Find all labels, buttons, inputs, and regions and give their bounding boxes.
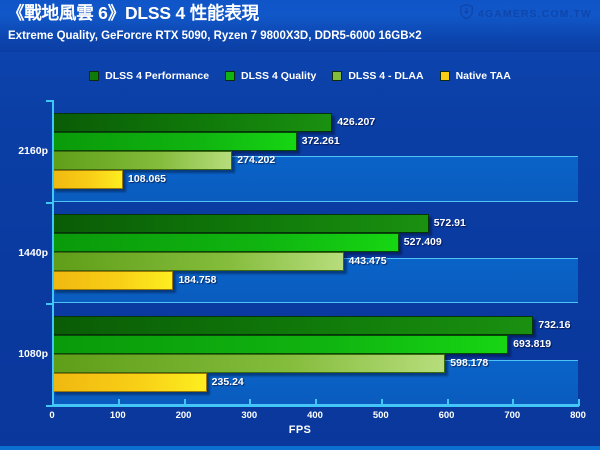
plot-area: 426.207 372.261 274.202 108.065 572.91 527.40… — [52, 100, 578, 405]
chart-header: 《戰地風雲 6》DLSS 4 性能表現 Extreme Quality, GeF… — [0, 0, 600, 52]
legend-label: Native TAA — [455, 70, 511, 82]
bar-row: 184.758 — [52, 271, 578, 291]
bar-1080p-0[interactable] — [52, 316, 534, 336]
shield-icon — [460, 3, 473, 24]
y-category-label-2160p: 2160p — [18, 144, 48, 157]
bar-1440p-0[interactable] — [52, 214, 429, 234]
x-tick-label: 700 — [504, 410, 521, 421]
bar-1440p-1[interactable] — [52, 233, 399, 253]
bar-row: 108.065 — [52, 169, 578, 189]
legend-item-0[interactable]: DLSS 4 Performance — [89, 70, 209, 82]
bar-row: 274.202 — [52, 150, 578, 170]
page-title: 《戰地風雲 6》DLSS 4 性能表現 — [7, 3, 259, 23]
bar-value-label: 274.202 — [237, 153, 276, 166]
bar-1080p-3[interactable] — [52, 373, 207, 393]
legend-label: DLSS 4 - DLAA — [348, 70, 424, 82]
x-tick — [315, 399, 317, 406]
bar-2160p-2[interactable] — [52, 150, 233, 170]
bar-row: 527.409 — [52, 233, 578, 253]
x-tick-label: 800 — [570, 410, 586, 421]
legend-swatch-icon — [225, 71, 236, 81]
bar-1440p-2[interactable] — [52, 252, 344, 272]
bar-value-label: 443.475 — [348, 255, 387, 268]
bar-group-1440p: 572.91 527.409 443.475 184.758 — [52, 202, 578, 304]
bar-value-label: 235.24 — [211, 376, 244, 389]
legend-item-1[interactable]: DLSS 4 Quality — [225, 70, 316, 82]
bar-1440p-3[interactable] — [52, 271, 174, 291]
x-tick — [117, 399, 120, 406]
bar-value-label: 693.819 — [513, 338, 552, 351]
y-axis-line — [52, 100, 54, 406]
legend-label: DLSS 4 Quality — [241, 70, 317, 82]
legend-swatch-icon — [89, 71, 100, 81]
x-tick — [578, 399, 580, 406]
bar-value-label: 572.91 — [433, 217, 466, 230]
bar-value-label: 527.409 — [403, 236, 442, 249]
x-tick — [249, 399, 252, 406]
y-tick — [46, 303, 54, 306]
bar-value-label: 732.16 — [538, 319, 571, 332]
watermark: 4GAMERS.COM.TW — [460, 3, 592, 24]
bottom-strip — [0, 446, 600, 450]
legend-item-3[interactable]: Native TAA — [439, 70, 511, 82]
legend-label: DLSS 4 Performance — [105, 70, 210, 82]
bar-row: 372.261 — [52, 131, 578, 151]
x-tick-label: 0 — [49, 410, 55, 421]
x-tick — [512, 399, 515, 406]
bar-row: 693.819 — [52, 335, 578, 355]
y-tick — [46, 201, 54, 204]
bar-row: 598.178 — [52, 354, 578, 374]
bar-2160p-1[interactable] — [52, 131, 297, 151]
x-tick — [446, 399, 449, 406]
bar-row: 235.24 — [52, 373, 578, 393]
bar-value-label: 372.261 — [301, 134, 340, 147]
watermark-text: 4GAMERS.COM.TW — [478, 8, 592, 20]
chart-legend: DLSS 4 Performance DLSS 4 Quality DLSS 4 -… — [0, 64, 600, 88]
x-tick-label: 400 — [307, 410, 323, 421]
x-tick-label: 200 — [175, 410, 192, 421]
bar-value-label: 184.758 — [178, 274, 217, 287]
x-tick — [52, 399, 54, 406]
bar-2160p-3[interactable] — [52, 169, 124, 189]
x-tick-label: 600 — [438, 410, 455, 421]
y-tick — [46, 405, 54, 407]
bar-2160p-0[interactable] — [52, 112, 333, 132]
bar-value-label: 426.207 — [337, 115, 376, 128]
y-tick — [46, 100, 54, 102]
bar-value-label: 108.065 — [128, 172, 167, 185]
x-tick-label: 500 — [372, 410, 389, 421]
chart-subtitle: Extreme Quality, GeForcre RTX 5090, Ryze… — [8, 30, 422, 42]
y-category-label-1080p: 1080p — [18, 348, 48, 361]
bar-group-2160p: 426.207 372.261 274.202 108.065 — [52, 100, 578, 202]
x-tick-label: 100 — [109, 410, 126, 421]
legend-item-2[interactable]: DLSS 4 - DLAA — [332, 70, 424, 82]
bar-row: 572.91 — [52, 214, 578, 234]
y-axis-category-labels: 2160p 1440p 1080p — [0, 0, 48, 450]
bar-value-label: 598.178 — [450, 357, 489, 370]
bar-row: 443.475 — [52, 252, 578, 272]
bar-row: 426.207 — [52, 112, 578, 132]
y-category-label-1440p: 1440p — [18, 246, 48, 259]
bar-row: 732.16 — [52, 316, 578, 336]
x-tick — [380, 399, 383, 406]
x-axis-line — [52, 405, 579, 407]
legend-swatch-icon — [332, 71, 343, 81]
x-tick-label: 300 — [241, 410, 258, 421]
bar-1080p-1[interactable] — [52, 335, 509, 355]
x-tick — [183, 399, 186, 406]
bar-group-1080p: 732.16 693.819 598.178 235.24 — [52, 303, 578, 405]
bar-1080p-2[interactable] — [52, 354, 446, 374]
x-axis-title: FPS — [288, 424, 312, 436]
legend-swatch-icon — [439, 71, 450, 81]
